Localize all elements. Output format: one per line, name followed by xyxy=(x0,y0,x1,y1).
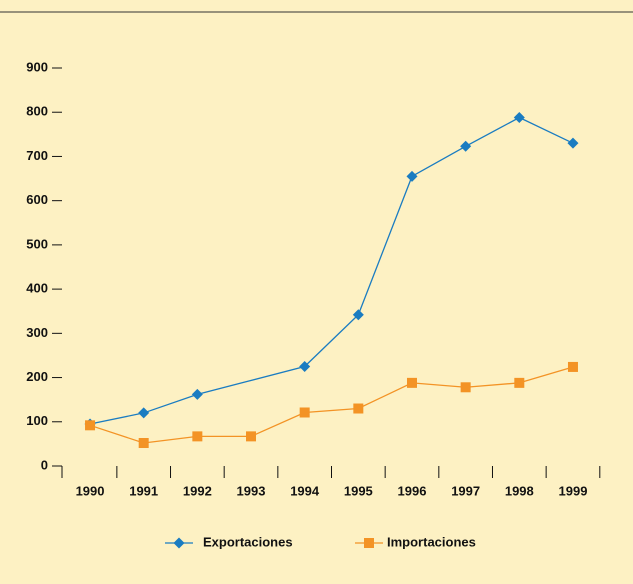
series-line xyxy=(89,366,574,444)
data-point xyxy=(567,361,578,372)
data-point xyxy=(299,361,311,372)
y-tick-label: 300 xyxy=(26,325,48,340)
x-tick-label: 1991 xyxy=(129,483,158,498)
y-tick-label: 900 xyxy=(26,59,48,74)
y-tick-label: 400 xyxy=(26,281,48,296)
x-tick-label: 1990 xyxy=(76,483,105,498)
x-tick-label: 1995 xyxy=(344,483,373,498)
legend-label: Exportaciones xyxy=(203,534,293,549)
data-point xyxy=(514,377,525,388)
legend-marker xyxy=(173,537,185,549)
y-tick-label: 600 xyxy=(26,192,48,207)
x-tick-label: 1999 xyxy=(559,483,588,498)
data-point xyxy=(191,388,203,400)
data-point xyxy=(85,420,96,431)
series-line xyxy=(89,116,574,425)
y-tick-label: 0 xyxy=(41,457,48,472)
data-point xyxy=(192,431,203,442)
y-tick-label: 800 xyxy=(26,104,48,119)
x-tick-label: 1994 xyxy=(290,483,320,498)
y-tick-label: 100 xyxy=(26,413,48,428)
x-tick-label: 1993 xyxy=(237,483,266,498)
data-point xyxy=(567,137,579,149)
data-point xyxy=(460,382,471,393)
y-tick-label: 200 xyxy=(26,369,48,384)
data-point xyxy=(406,377,417,388)
data-point xyxy=(513,112,525,124)
data-point xyxy=(138,438,149,449)
x-tick-label: 1992 xyxy=(183,483,212,498)
data-point xyxy=(460,140,472,152)
x-tick-label: 1997 xyxy=(451,483,480,498)
legend-label: Importaciones xyxy=(387,534,476,549)
x-tick-label: 1998 xyxy=(505,483,534,498)
data-point xyxy=(353,403,364,414)
x-tick-label: 1996 xyxy=(398,483,427,498)
legend-marker xyxy=(364,538,374,548)
data-point xyxy=(352,309,364,321)
data-point xyxy=(138,407,150,419)
y-tick-label: 500 xyxy=(26,236,48,251)
y-tick-label: 700 xyxy=(26,148,48,163)
data-point xyxy=(246,431,257,442)
data-point xyxy=(406,170,418,182)
data-point xyxy=(299,407,310,418)
